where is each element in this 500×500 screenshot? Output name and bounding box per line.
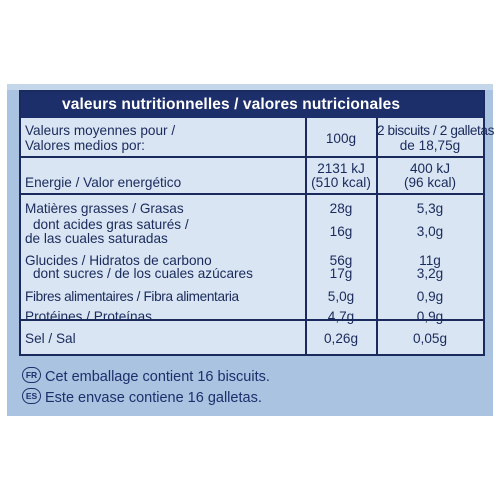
column-divider <box>376 118 378 354</box>
column-header-portion: 2 biscuits / 2 galletas <box>377 123 494 138</box>
note-text: Este envase contiene 16 galletas. <box>45 390 262 406</box>
column-header-portion: de 18,75g <box>399 138 461 153</box>
nutrient-value-portion: 3,0g <box>416 224 444 239</box>
column-label: Valeurs moyennes pour / <box>25 123 176 138</box>
nutrient-label: Protéines / Proteínas <box>25 309 152 324</box>
nutrient-value-100g: 16g <box>329 224 353 239</box>
energy-label: Energie / Valor energético <box>25 175 182 190</box>
nutrient-value-portion: 11g <box>419 253 441 268</box>
nutrient-value-portion: 0,9g <box>416 289 444 304</box>
nutrient-label: dont sucres / de los cuales azúcares <box>33 266 253 281</box>
energy-100g: (510 kcal) <box>311 175 371 190</box>
nutrient-value-100g: 28g <box>329 201 353 216</box>
language-badge-es: ES <box>22 388 41 405</box>
nutrient-value-portion: 0,05g <box>412 331 448 346</box>
nutrient-label: Glucides / Hidratos de carbono <box>25 253 212 268</box>
nutrient-value-100g: 5,0g <box>327 289 355 304</box>
nutrient-value-portion: 0,9g <box>416 309 444 324</box>
panel-edge <box>7 84 493 90</box>
note-text: Cet emballage contient 16 biscuits. <box>45 369 270 385</box>
nutrient-label: dont acides gras saturés / <box>33 217 189 232</box>
language-badge-fr: FR <box>22 367 41 384</box>
nutrient-label: Matières grasses / Grasas <box>25 201 184 216</box>
nutrient-value-portion: 5,3g <box>416 201 444 216</box>
table-header: valeurs nutritionnelles / valores nutric… <box>21 92 483 118</box>
nutrient-label: Sel / Sal <box>25 331 76 346</box>
column-label: Valores medios por: <box>25 138 145 153</box>
column-divider <box>305 118 307 354</box>
row-divider <box>21 193 483 195</box>
energy-portion: (96 kcal) <box>403 175 457 190</box>
nutrient-label: Fibres alimentaires / Fibra alimentaria <box>25 289 239 304</box>
energy-100g: 2131 kJ <box>317 161 365 176</box>
column-header-100g: 100g <box>325 131 357 146</box>
energy-portion: 400 kJ <box>409 161 451 176</box>
nutrient-label: de las cuales saturadas <box>25 231 168 246</box>
nutrient-value-portion: 3,2g <box>416 266 444 281</box>
note-fr: FR Cet emballage contient 16 biscuits. <box>22 367 270 385</box>
nutrient-value-100g: 0,26g <box>323 331 359 346</box>
table-title: valeurs nutritionnelles / valores nutric… <box>62 96 401 113</box>
row-divider <box>21 319 483 321</box>
nutrient-value-100g: 4,7g <box>327 309 355 324</box>
nutrition-table: valeurs nutritionnelles / valores nutric… <box>19 90 494 356</box>
note-es: ES Este envase contiene 16 galletas. <box>22 388 262 406</box>
row-divider <box>21 156 483 158</box>
nutrient-value-100g: 56g <box>329 253 353 268</box>
nutrient-value-100g: 17g <box>329 266 353 281</box>
